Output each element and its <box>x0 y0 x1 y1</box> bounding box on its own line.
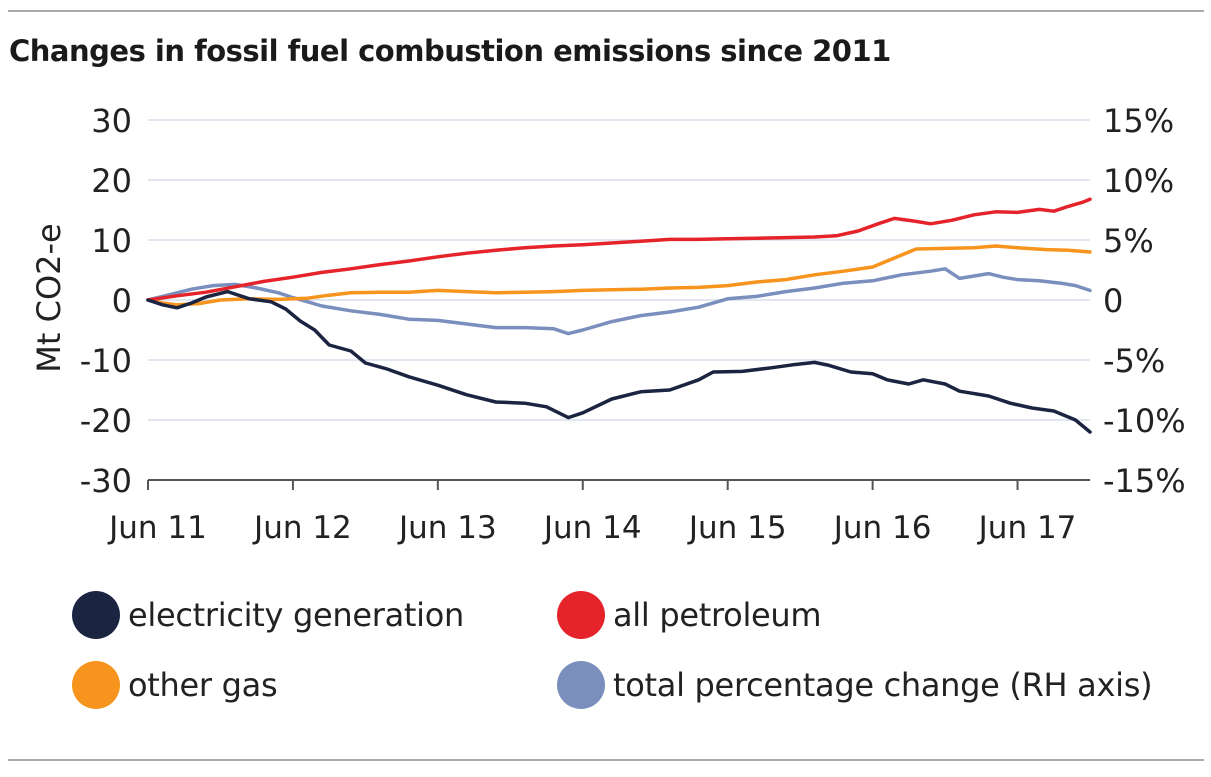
y-tick-label: 20 <box>91 162 132 200</box>
legend-item-all-petroleum: all petroleum <box>557 590 822 640</box>
series-line-other-gas <box>146 244 1092 307</box>
y2-tick-label: 0 <box>1103 282 1123 320</box>
legend-swatch-icon <box>72 591 120 639</box>
series-lines <box>146 197 1092 434</box>
y-tick-label: 10 <box>91 222 132 260</box>
legend-label: total percentage change (RH axis) <box>613 666 1153 704</box>
x-tick-label: Jun 12 <box>252 510 352 546</box>
series-line-all-petroleum <box>146 197 1092 302</box>
x-tick-label: Jun 16 <box>832 510 932 546</box>
y2-tick-label: 5% <box>1103 222 1154 260</box>
top-rule <box>8 10 1204 12</box>
legend-item-other-gas: other gas <box>72 660 278 710</box>
legend-item-total-percentage-change: total percentage change (RH axis) <box>557 660 1153 710</box>
tick-labels: 30 15% 20 10% 10 5% 0 0 -10 -5% -20 -10% -30 -15% Jun … <box>80 102 1186 546</box>
y2-tick-label: -15% <box>1103 462 1186 500</box>
x-tick-label: Jun 15 <box>687 510 787 546</box>
y-tick-label: -30 <box>80 462 132 500</box>
y2-tick-label: -10% <box>1103 402 1186 440</box>
legend-swatch-icon <box>72 661 120 709</box>
legend-swatch-icon <box>557 591 605 639</box>
y2-tick-label: 10% <box>1103 162 1174 200</box>
bottom-rule <box>8 759 1204 761</box>
y-tick-label: 30 <box>91 102 132 140</box>
y2-tick-label: 15% <box>1103 102 1174 140</box>
chart-title: Changes in fossil fuel combustion emissi… <box>9 34 891 68</box>
y-tick-label: -20 <box>80 402 132 440</box>
legend-label: all petroleum <box>613 596 822 634</box>
series-line-total-percentage-change-rh-axis <box>146 267 1092 336</box>
legend-swatch-icon <box>557 661 605 709</box>
y-axis-label: Mt CO2-e <box>30 223 68 372</box>
legend-label: electricity generation <box>128 596 465 634</box>
series-line-electricity-generation <box>146 289 1092 434</box>
y2-tick-label: -5% <box>1103 342 1165 380</box>
legend-label: other gas <box>128 666 278 704</box>
x-tick-label: Jun 14 <box>542 510 642 546</box>
x-tick-label: Jun 17 <box>977 510 1077 546</box>
x-tick-label: Jun 11 <box>107 510 207 546</box>
y-tick-label: -10 <box>80 342 132 380</box>
x-tick-label: Jun 13 <box>397 510 497 546</box>
legend-item-electricity-generation: electricity generation <box>72 590 464 640</box>
axes <box>147 479 1090 490</box>
y-tick-label: 0 <box>112 282 132 320</box>
